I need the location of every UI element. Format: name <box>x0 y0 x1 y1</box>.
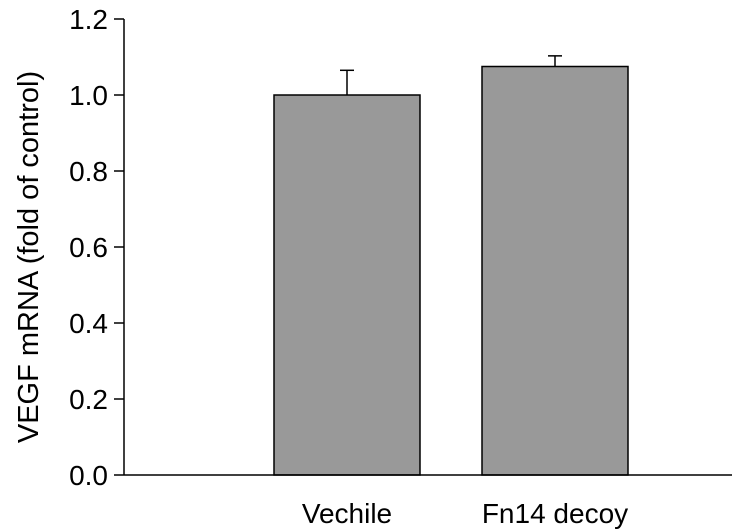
x-axis-labels: Vechile Fn14 decoy <box>302 498 628 529</box>
bars <box>273 55 629 476</box>
y-axis-ticks: 0.0 0.2 0.4 0.6 0.8 1.0 1.2 <box>69 4 124 491</box>
y-tick-label: 0.8 <box>69 156 108 187</box>
y-axis-title: VEGF mRNA (fold of control) <box>13 71 45 443</box>
y-tick-label: 0.6 <box>69 232 108 263</box>
bar <box>481 65 629 476</box>
y-tick-label: 0.0 <box>69 460 108 491</box>
y-tick-label: 0.2 <box>69 384 108 415</box>
category-label: Fn14 decoy <box>482 498 628 529</box>
y-tick-label: 0.4 <box>69 308 108 339</box>
y-tick-label: 1.0 <box>69 80 108 111</box>
y-tick-label: 1.2 <box>69 4 108 35</box>
category-label: Vechile <box>302 498 392 529</box>
bar <box>273 94 421 476</box>
